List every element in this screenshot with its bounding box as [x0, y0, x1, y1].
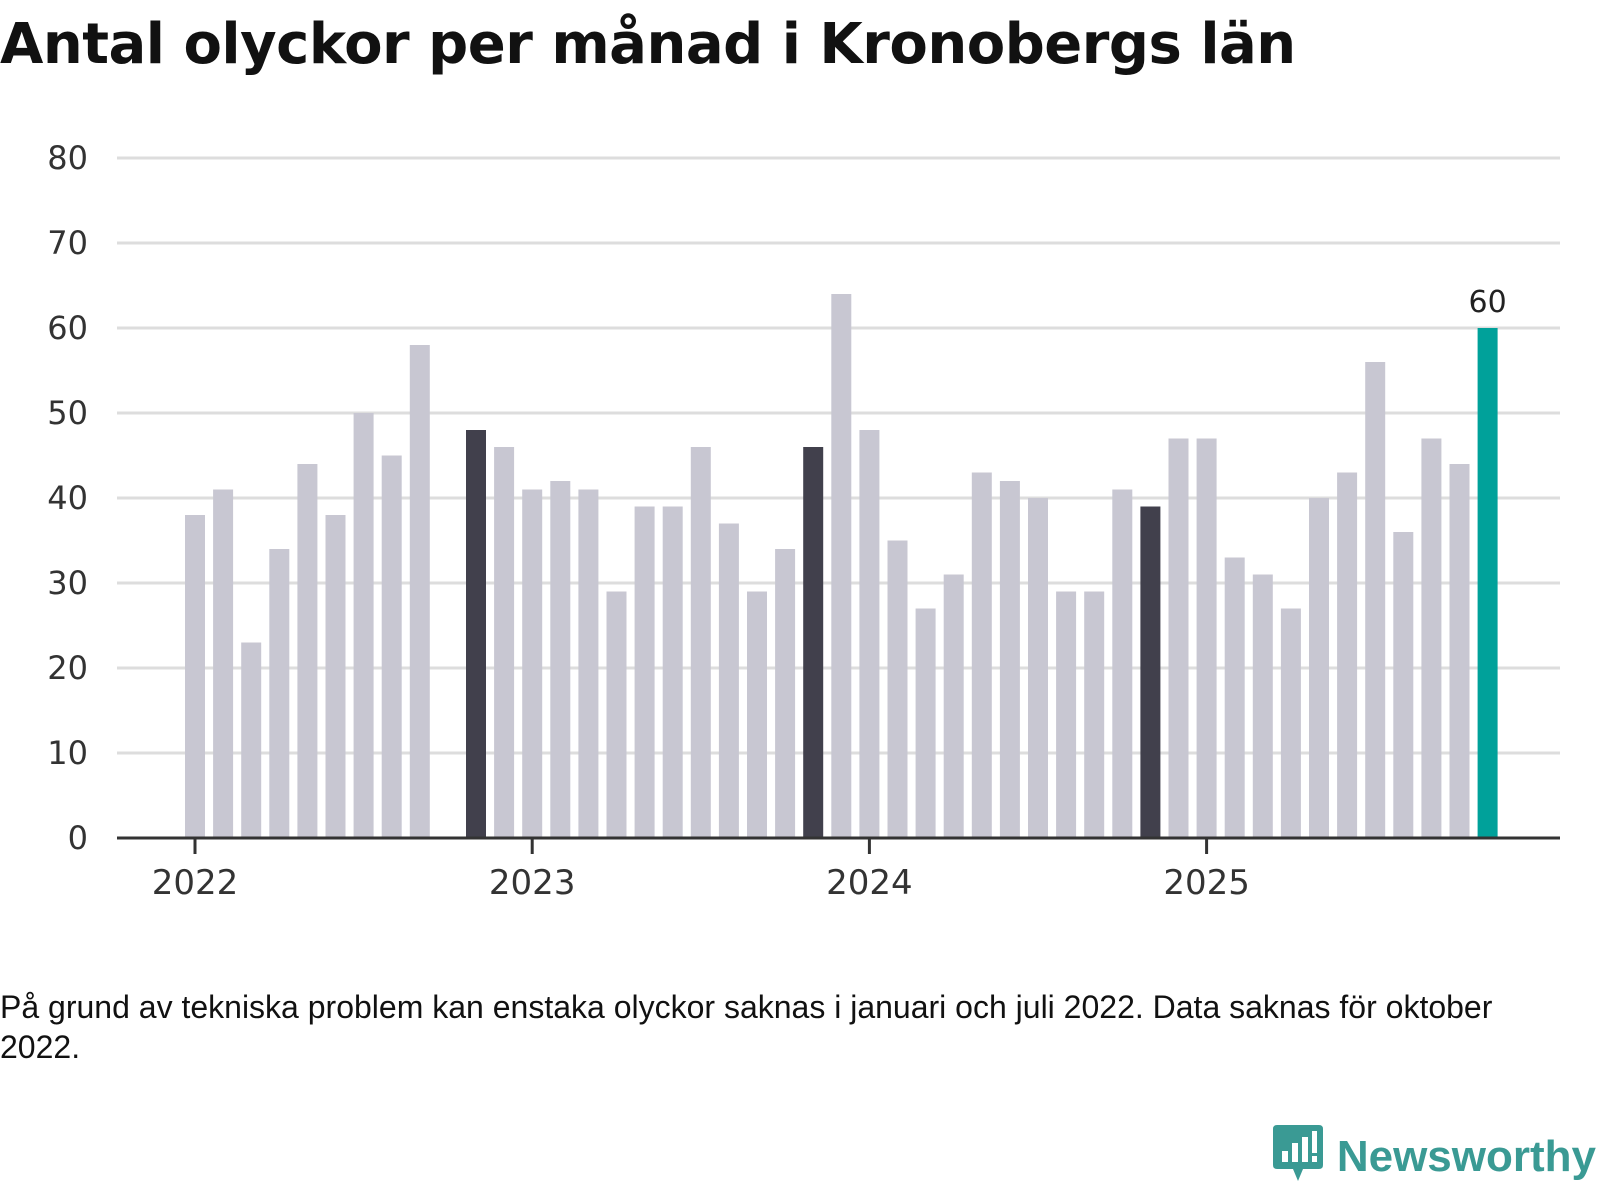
bar-2024-01[interactable]: [859, 430, 880, 838]
y-tick-label: 40: [47, 479, 88, 517]
bar-2023-04[interactable]: [606, 591, 627, 839]
bar-2023-09[interactable]: [747, 591, 767, 839]
bar-2024-07[interactable]: [1028, 498, 1048, 838]
bar-2025-09[interactable]: [1421, 438, 1442, 839]
x-tick-label: 2025: [1163, 863, 1250, 903]
bar-2022-11[interactable]: [466, 430, 486, 838]
bar-2025-04[interactable]: [1280, 608, 1301, 839]
brand-logo[interactable]: Newsworthy: [1272, 1125, 1596, 1188]
data-labels: 60: [1469, 285, 1507, 320]
bar-2024-08[interactable]: [1056, 591, 1077, 839]
y-tick-label: 0: [68, 819, 88, 857]
bar-2023-02[interactable]: [550, 481, 571, 838]
bar-2022-12[interactable]: [494, 447, 515, 838]
bar-2025-11[interactable]: [1477, 328, 1498, 838]
brand-name: Newsworthy: [1336, 1131, 1596, 1181]
bar-2023-05[interactable]: [634, 506, 655, 839]
x-tick-label: 2024: [826, 863, 913, 903]
bar-2022-02[interactable]: [213, 489, 234, 839]
y-tick-label: 70: [47, 224, 88, 262]
y-axis-ticks: 0 10 20 30 40 50 60 70 80: [47, 139, 88, 857]
bar-2022-08[interactable]: [381, 455, 402, 839]
bar-2025-03[interactable]: [1252, 574, 1273, 839]
bar-2025-10[interactable]: [1449, 464, 1470, 838]
bar-2022-06[interactable]: [325, 515, 346, 838]
y-tick-label: 50: [47, 394, 88, 432]
bar-2023-10[interactable]: [775, 549, 796, 838]
y-tick-label: 30: [47, 564, 88, 602]
bar-2024-02[interactable]: [887, 540, 908, 839]
bar-2023-11[interactable]: [803, 447, 824, 838]
bar-2022-07[interactable]: [353, 413, 374, 838]
bar-2022-05[interactable]: [297, 464, 318, 838]
bar-2023-08[interactable]: [718, 523, 739, 839]
bar-2022-09[interactable]: [409, 345, 430, 838]
bar-2022-04[interactable]: [269, 549, 290, 838]
bar-2024-12[interactable]: [1168, 438, 1189, 839]
x-tick-label: 2023: [489, 863, 576, 903]
footnote: På grund av tekniska problem kan enstaka…: [0, 989, 1493, 1065]
x-tick-label: 2022: [152, 863, 239, 903]
bar-2025-02[interactable]: [1224, 557, 1245, 839]
bar-2024-06[interactable]: [999, 481, 1020, 838]
bar-2024-10[interactable]: [1112, 489, 1133, 839]
newsworthy-logo-icon: [1272, 1125, 1323, 1188]
chart-title: Antal olyckor per månad i Kronobergs län: [0, 12, 1296, 77]
y-tick-label: 20: [47, 649, 88, 687]
y-tick-label: 80: [47, 139, 88, 177]
bar-2025-06[interactable]: [1337, 472, 1358, 839]
bar-2022-03[interactable]: [241, 642, 262, 839]
bar-2025-08[interactable]: [1393, 532, 1414, 838]
y-tick-label: 10: [47, 734, 88, 772]
y-tick-label: 60: [47, 309, 88, 347]
bar-2024-11[interactable]: [1140, 506, 1161, 839]
bars: [185, 294, 1498, 838]
bar-2023-01[interactable]: [522, 489, 543, 839]
bar-2024-05[interactable]: [971, 472, 992, 839]
bar-2024-04[interactable]: [943, 574, 964, 839]
x-axis: 2022 2023 2024 2025: [117, 836, 1560, 903]
bar-2024-03[interactable]: [915, 608, 936, 839]
bar-2024-09[interactable]: [1084, 591, 1105, 839]
bar-2023-06[interactable]: [662, 506, 683, 839]
bar-2025-01[interactable]: [1196, 438, 1217, 839]
data-label: 60: [1469, 285, 1507, 320]
bar-2023-12[interactable]: [831, 294, 852, 838]
bar-2023-03[interactable]: [578, 489, 599, 839]
bar-2022-01[interactable]: [185, 515, 205, 838]
bar-2025-05[interactable]: [1309, 498, 1329, 838]
bar-chart: 0 10 20 30 40 50 60 70 80 60 2022 2023 2024 2025: [47, 139, 1560, 903]
bar-2023-07[interactable]: [690, 447, 711, 838]
bar-2025-07[interactable]: [1365, 362, 1386, 838]
